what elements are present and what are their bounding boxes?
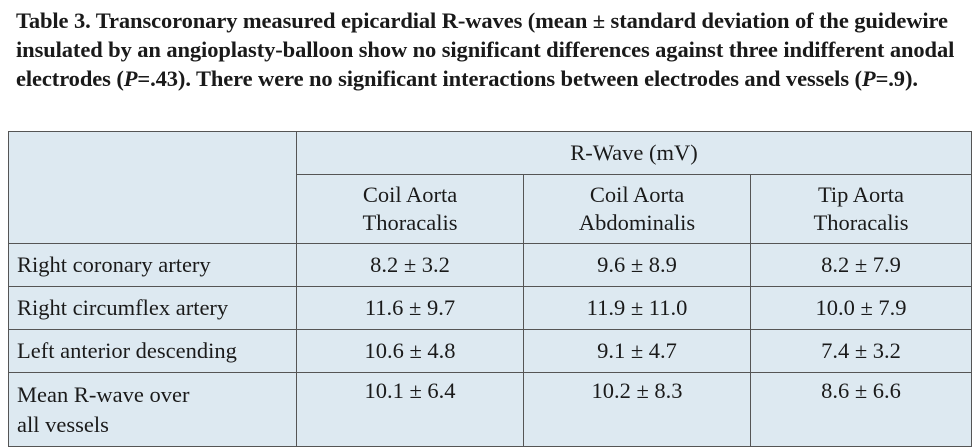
row-label-line: all vessels [17,411,109,437]
column-header: Coil Aorta Thoracalis [296,174,524,244]
row-label-line: Mean R-wave over [17,381,190,407]
table-cell: 10.0 ± 7.9 [750,286,972,330]
row-label: Left anterior descending [8,329,297,373]
column-header-line: Thoracalis [362,210,458,235]
table-cell: 8.2 ± 3.2 [296,243,524,287]
table-cell: 8.6 ± 6.6 [750,372,972,447]
table-cell: 10.1 ± 6.4 [296,372,524,447]
table-row: Right coronary artery 8.2 ± 3.2 9.6 ± 8.… [8,243,972,287]
row-label: Right circumflex artery [8,286,297,330]
empty-corner-cell [8,131,297,244]
column-header-line: Thoracalis [813,210,909,235]
group-header: R-Wave (mV) [296,131,972,175]
table-cell: 9.1 ± 4.7 [523,329,751,373]
column-header-line: Tip Aorta [817,182,905,207]
table-row: Left anterior descending 10.6 ± 4.8 9.1 … [8,329,972,373]
table-cell: 9.6 ± 8.9 [523,243,751,287]
p-value-letter: P [123,66,138,91]
table-cell: 11.6 ± 9.7 [296,286,524,330]
column-header-line: Coil Aorta [362,182,458,207]
column-header-line: Abdominalis [578,210,696,235]
table-cell: 10.2 ± 8.3 [523,372,751,447]
table-row: Mean R-wave over all vessels 10.1 ± 6.4 … [8,372,972,447]
caption-text: Table 3. Transcoronary measured epicardi… [16,8,955,91]
row-label: Right coronary artery [8,243,297,287]
table-cell: 7.4 ± 3.2 [750,329,972,373]
table-header-row: R-Wave (mV) [8,131,972,244]
column-header-line: Coil Aorta [589,182,685,207]
table-caption: Table 3. Transcoronary measured epicardi… [16,6,966,93]
row-label: Mean R-wave over all vessels [8,372,297,447]
p-value-letter: P [861,66,876,91]
r-wave-table: R-Wave (mV) Coil Aorta Thoracalis Coil A… [8,131,972,447]
table-cell: 8.2 ± 7.9 [750,243,972,287]
column-header: Tip Aorta Thoracalis [750,174,972,244]
caption-text: =.43). There were no significant interac… [137,66,862,91]
column-header: Coil Aorta Abdominalis [523,174,751,244]
table-row: Right circumflex artery 11.6 ± 9.7 11.9 … [8,286,972,330]
table-cell: 11.9 ± 11.0 [523,286,751,330]
caption-text: =.9). [875,66,918,91]
table-cell: 10.6 ± 4.8 [296,329,524,373]
table-header-row: Coil Aorta Thoracalis Coil Aorta Abdomin… [9,174,972,244]
